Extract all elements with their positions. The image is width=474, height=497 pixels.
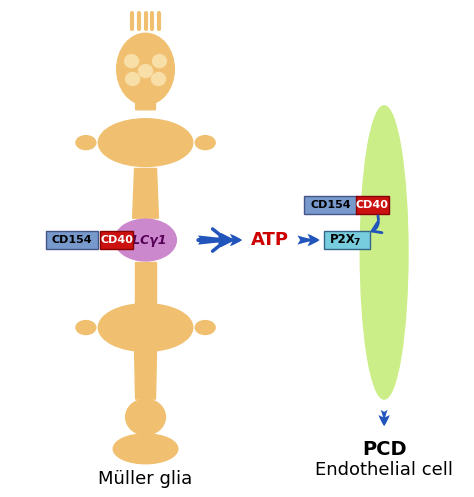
Ellipse shape [76,136,96,150]
Text: CD154: CD154 [310,200,351,210]
Ellipse shape [115,219,176,261]
Text: Müller glia: Müller glia [99,470,192,488]
Ellipse shape [125,55,138,68]
Ellipse shape [138,65,153,78]
Text: PCD: PCD [362,440,406,459]
Ellipse shape [195,321,215,334]
Polygon shape [135,262,156,312]
FancyArrowPatch shape [372,216,382,233]
Polygon shape [133,168,158,218]
FancyBboxPatch shape [324,231,370,249]
Ellipse shape [195,136,215,150]
Ellipse shape [360,106,408,399]
Text: CD40: CD40 [356,200,389,210]
Ellipse shape [76,321,96,334]
FancyBboxPatch shape [136,86,155,110]
FancyBboxPatch shape [356,196,389,214]
Ellipse shape [113,434,178,464]
Text: Endothelial cell: Endothelial cell [315,461,453,479]
Ellipse shape [126,399,165,435]
Text: CD40: CD40 [100,235,133,245]
Ellipse shape [152,73,165,85]
FancyBboxPatch shape [46,231,98,249]
Text: PLCγ1: PLCγ1 [124,234,167,247]
Ellipse shape [98,304,193,351]
Text: 7: 7 [353,238,359,247]
Ellipse shape [153,55,166,68]
Text: ATP: ATP [251,231,289,249]
Text: CD154: CD154 [52,235,92,245]
Ellipse shape [117,33,174,105]
Text: P2X: P2X [329,233,355,246]
Ellipse shape [98,119,193,166]
FancyBboxPatch shape [100,231,133,249]
Ellipse shape [126,73,139,85]
FancyBboxPatch shape [304,196,357,214]
Polygon shape [135,351,156,399]
FancyArrowPatch shape [198,229,227,251]
